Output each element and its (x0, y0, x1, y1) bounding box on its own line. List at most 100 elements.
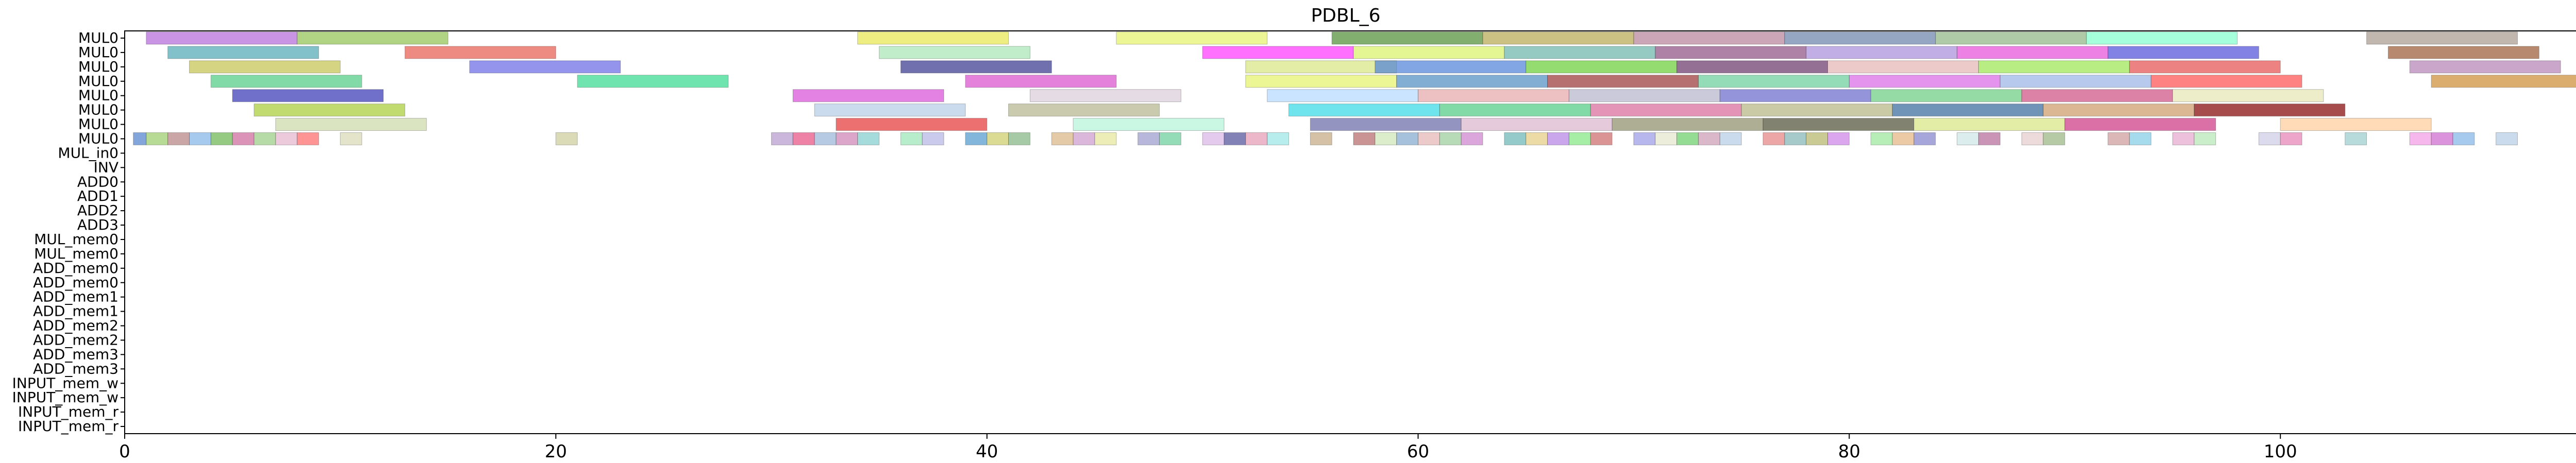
task-bar (814, 104, 966, 117)
task-bar (1633, 132, 1656, 145)
task-bar (2431, 132, 2453, 145)
task-bar (1719, 89, 1871, 102)
task-bar (555, 132, 578, 145)
task-bar (189, 132, 211, 145)
x-tick-label: 0 (119, 441, 130, 462)
task-bar (2043, 132, 2065, 145)
task-bar (792, 89, 944, 102)
task-bar (1504, 46, 1656, 59)
y-tick-label: MUL_mem0 (34, 231, 118, 248)
task-bar (2387, 46, 2539, 59)
task-bar (987, 132, 1009, 145)
task-bar (1418, 132, 1440, 145)
task-bar (2107, 46, 2259, 59)
task-bar (297, 132, 319, 145)
task-bar (1892, 104, 2044, 117)
task-bar (1202, 46, 1354, 59)
task-bar (1547, 132, 1569, 145)
task-bar (1375, 60, 1527, 74)
task-bar (2172, 132, 2195, 145)
task-bar (1547, 75, 1699, 88)
task-bar (133, 132, 147, 145)
task-bar (1073, 118, 1225, 131)
task-bar (146, 31, 298, 45)
task-bar (2021, 89, 2173, 102)
task-bar (2107, 132, 2130, 145)
y-tick-label: MUL0 (78, 29, 118, 46)
task-bar (2194, 104, 2346, 117)
y-tick-label: MUL0 (78, 73, 118, 90)
task-bar (1806, 132, 1828, 145)
x-tick-label: 40 (976, 441, 998, 462)
task-bar (1590, 132, 1613, 145)
task-bar (1784, 31, 1936, 45)
y-tick-label: MUL_in0 (58, 144, 118, 161)
task-bar (2366, 31, 2518, 45)
y-tick-label: ADD_mem0 (33, 274, 118, 291)
task-bar (1288, 104, 1440, 117)
y-tick-label: ADD_mem1 (33, 303, 118, 320)
task-bar (1094, 132, 1117, 145)
y-tick-label: MUL0 (78, 44, 118, 61)
task-bar (836, 132, 858, 145)
task-bar (1267, 132, 1289, 145)
task-bar (1310, 132, 1332, 145)
task-bar (1224, 132, 1246, 145)
task-bar (1073, 132, 1095, 145)
task-bar (1461, 118, 1613, 131)
y-tick-label: MUL0 (78, 116, 118, 133)
task-bar (1568, 89, 1720, 102)
task-bar (210, 132, 233, 145)
task-bar (814, 132, 837, 145)
task-bar (1698, 132, 1720, 145)
task-bar (2129, 132, 2151, 145)
task-bar (1526, 60, 1677, 74)
task-bar (2409, 132, 2432, 145)
task-bar (1396, 132, 1419, 145)
task-bar (1310, 118, 1462, 131)
task-bar (1568, 132, 1591, 145)
task-bar (878, 46, 1030, 59)
task-bar (1267, 89, 1419, 102)
y-tick-label: MUL0 (78, 58, 118, 75)
task-bar (1418, 89, 1569, 102)
task-bar (167, 132, 190, 145)
task-bar (1482, 31, 1634, 45)
task-bar (1849, 75, 2001, 88)
task-bar (965, 75, 1117, 88)
task-bar (1762, 118, 1914, 131)
task-bar (1461, 132, 1483, 145)
task-bar (1245, 132, 1268, 145)
task-bar (1159, 132, 1181, 145)
y-tick-label: INPUT_mem_r (18, 403, 118, 420)
x-tick-label: 80 (1838, 441, 1860, 462)
y-tick-label: MUL0 (78, 87, 118, 104)
task-bar (1008, 132, 1030, 145)
task-bar (253, 132, 276, 145)
y-tick-label: MUL0 (78, 130, 118, 147)
task-bar (1913, 118, 2065, 131)
task-bar (1396, 75, 1548, 88)
y-tick-label: ADD3 (77, 216, 118, 233)
task-bar (792, 132, 815, 145)
task-bar (1999, 75, 2151, 88)
x-tick-label: 60 (1407, 441, 1429, 462)
task-bar (2409, 60, 2561, 74)
task-bar (1806, 46, 1958, 59)
task-bar (1375, 132, 1397, 145)
task-bar (1935, 31, 2087, 45)
task-bar (1590, 104, 1742, 117)
task-bar (146, 132, 168, 145)
task-bar (1655, 46, 1807, 59)
task-bar (210, 75, 362, 88)
task-bar (1245, 75, 1397, 88)
chart-title: PDBL_6 (1311, 5, 1380, 26)
task-bar (2431, 75, 2576, 88)
task-bar (1978, 60, 2130, 74)
task-bar (1870, 132, 1893, 145)
task-bar (1353, 46, 1505, 59)
task-bar (922, 132, 944, 145)
task-bar (1957, 132, 1979, 145)
task-bar (2194, 132, 2216, 145)
